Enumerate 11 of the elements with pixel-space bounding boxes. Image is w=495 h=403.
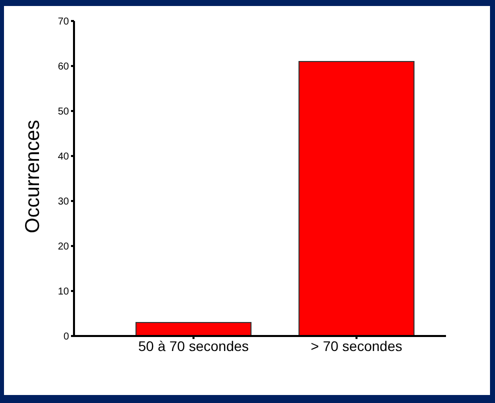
x-tick-label: > 70 secondes <box>310 338 402 354</box>
y-tick-label: 30 <box>58 196 70 208</box>
y-tick-label: 60 <box>58 62 70 73</box>
y-tick-label: 40 <box>58 152 70 163</box>
y-tick-label: 70 <box>58 16 70 28</box>
y-tick-label: 20 <box>58 242 70 253</box>
y-tick-label: 10 <box>58 286 70 298</box>
y-axis-title: Occurrences <box>22 119 46 233</box>
x-tick-label: 50 à 70 secondes <box>138 338 249 354</box>
y-tick-label: 50 <box>58 106 70 118</box>
y-tick-label: 0 <box>63 332 70 343</box>
